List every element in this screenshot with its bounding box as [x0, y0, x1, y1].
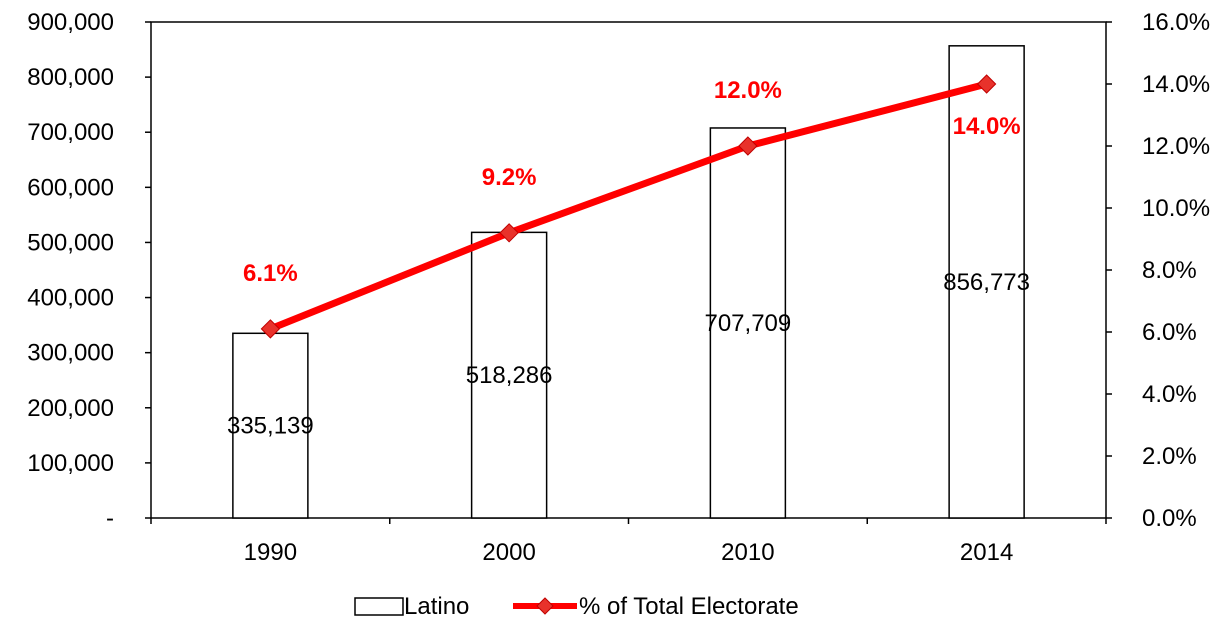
right-tick-label: 4.0% — [1142, 381, 1197, 408]
pct-label-2010: 12.0% — [714, 77, 782, 104]
right-tick-label: 0.0% — [1142, 505, 1197, 532]
legend-swatch-marker — [536, 597, 554, 615]
pct-labels-group: 6.1% 9.2% 12.0% 14.0% — [243, 77, 1021, 287]
bar-label-1990: 335,139 — [227, 413, 314, 440]
legend-swatch-latino — [354, 597, 404, 616]
left-tick-label: 900,000 — [27, 9, 114, 36]
left-tick-label: 500,000 — [27, 229, 114, 256]
left-tick-label: 600,000 — [27, 174, 114, 201]
x-tick-label-2010: 2010 — [721, 539, 774, 566]
left-tick-label: 800,000 — [27, 64, 114, 91]
bar-2000 — [470, 231, 548, 519]
left-tick-label: 100,000 — [27, 450, 114, 477]
left-tick-label: - — [106, 505, 114, 532]
x-axis: 1990 2000 2010 2014 — [150, 518, 1107, 566]
legend-label-latino: Latino — [404, 593, 469, 620]
pct-label-2000: 9.2% — [482, 164, 537, 191]
legend-label-pct: % of Total Electorate — [579, 593, 799, 620]
bar-label-2000: 518,286 — [466, 362, 553, 389]
line-series-group — [260, 74, 997, 339]
bar-label-2014: 856,773 — [943, 269, 1030, 296]
right-tick-label: 2.0% — [1142, 443, 1197, 470]
right-tick-label: 12.0% — [1142, 133, 1210, 160]
x-tick-label-2000: 2000 — [482, 539, 535, 566]
left-tick-label: 400,000 — [27, 285, 114, 312]
bar-2010 — [709, 127, 787, 519]
bar-2014 — [948, 45, 1025, 519]
left-tick-label: 700,000 — [27, 119, 114, 146]
right-tick-label: 16.0% — [1142, 9, 1210, 36]
pct-line — [266, 80, 991, 333]
x-tick-label-2014: 2014 — [960, 539, 1013, 566]
bar-labels-group: 335,139 518,286 707,709 856,773 — [227, 269, 1030, 440]
bar-label-2010: 707,709 — [704, 310, 791, 337]
pct-marker-2014 — [976, 74, 997, 94]
pct-marker-1990 — [260, 319, 281, 339]
right-tick-label: 14.0% — [1142, 71, 1210, 98]
bars-group — [232, 45, 1025, 519]
pct-marker-2010 — [738, 136, 758, 156]
pct-marker-2000 — [499, 223, 519, 243]
legend: Latino % of Total Electorate — [354, 593, 799, 620]
right-axis: 0.0% 2.0% 4.0% 6.0% 8.0% 10.0% 12.0% 14.0% 16.0% — [1106, 9, 1210, 532]
left-tick-label: 200,000 — [27, 395, 114, 422]
right-tick-label: 6.0% — [1142, 319, 1197, 346]
pct-label-2014: 14.0% — [953, 113, 1021, 140]
x-tick-label-1990: 1990 — [244, 539, 297, 566]
left-tick-label: 300,000 — [27, 340, 114, 367]
right-tick-label: 10.0% — [1142, 195, 1210, 222]
right-tick-label: 8.0% — [1142, 257, 1197, 284]
left-axis: - 100,000 200,000 300,000 400,000 500,000 600,… — [27, 9, 151, 532]
pct-label-1990: 6.1% — [243, 260, 298, 287]
